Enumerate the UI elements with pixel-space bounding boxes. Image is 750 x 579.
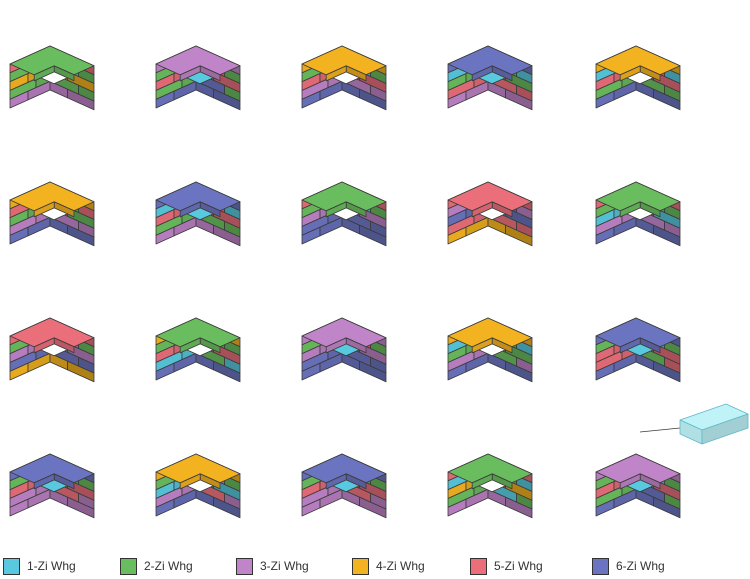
legend-swatch bbox=[470, 557, 487, 575]
apartment-cube bbox=[447, 317, 533, 383]
legend: 1-Zi Whg 2-Zi Whg 3-Zi Whg 4-Zi Whg 5-Zi Whg… bbox=[0, 556, 750, 576]
apartment-cube bbox=[155, 45, 241, 111]
legend-label: 3-Zi Whg bbox=[260, 559, 309, 573]
apartment-cube bbox=[595, 181, 681, 247]
legend-label: 5-Zi Whg bbox=[494, 559, 543, 573]
single-unit-callout bbox=[639, 403, 749, 445]
callout-leader-line bbox=[639, 427, 681, 433]
cube-notch-wall bbox=[619, 65, 641, 82]
cube-notch-wall bbox=[179, 201, 201, 218]
apartment-cube bbox=[447, 181, 533, 247]
cube-notch-wall bbox=[33, 65, 55, 82]
legend-label: 1-Zi Whg bbox=[27, 559, 76, 573]
legend-label: 4-Zi Whg bbox=[376, 559, 425, 573]
cube-notch-wall bbox=[33, 337, 55, 354]
cube-notch-wall bbox=[471, 201, 493, 218]
apartment-cube bbox=[155, 453, 241, 519]
cube-notch-wall bbox=[619, 337, 641, 354]
apartment-cube bbox=[155, 317, 241, 383]
legend-swatch bbox=[120, 557, 137, 575]
legend-item: 1-Zi Whg bbox=[3, 556, 76, 576]
cube-notch-wall bbox=[471, 473, 493, 490]
legend-item: 6-Zi Whg bbox=[592, 556, 665, 576]
cube-notch-wall bbox=[179, 65, 201, 82]
legend-item: 5-Zi Whg bbox=[470, 556, 543, 576]
cube-notch-wall bbox=[325, 473, 347, 490]
apartment-cube bbox=[447, 45, 533, 111]
cube-notch-wall bbox=[179, 473, 201, 490]
apartment-cube bbox=[595, 317, 681, 383]
cube-notch-wall bbox=[619, 201, 641, 218]
cube-notch-wall bbox=[325, 337, 347, 354]
cube-notch-wall bbox=[179, 337, 201, 354]
apartment-cube bbox=[301, 453, 387, 519]
apartment-cube bbox=[595, 453, 681, 519]
apartment-cube bbox=[9, 181, 95, 247]
legend-swatch bbox=[236, 557, 253, 575]
apartment-cube bbox=[9, 453, 95, 519]
cube-notch-wall bbox=[33, 473, 55, 490]
cube-notch-wall bbox=[619, 473, 641, 490]
apartment-cube bbox=[155, 181, 241, 247]
legend-swatch bbox=[3, 557, 20, 575]
apartment-cube bbox=[301, 317, 387, 383]
apartment-cube bbox=[447, 453, 533, 519]
cube-notch-wall bbox=[33, 201, 55, 218]
legend-item: 3-Zi Whg bbox=[236, 556, 309, 576]
legend-item: 4-Zi Whg bbox=[352, 556, 425, 576]
apartment-cube bbox=[9, 317, 95, 383]
legend-label: 2-Zi Whg bbox=[144, 559, 193, 573]
legend-swatch bbox=[352, 557, 369, 575]
legend-swatch bbox=[592, 557, 609, 575]
cube-notch-wall bbox=[471, 337, 493, 354]
cube-notch-wall bbox=[471, 65, 493, 82]
callout-box-side bbox=[701, 413, 749, 445]
apartment-cube bbox=[301, 45, 387, 111]
legend-label: 6-Zi Whg bbox=[616, 559, 665, 573]
legend-item: 2-Zi Whg bbox=[120, 556, 193, 576]
apartment-cube bbox=[595, 45, 681, 111]
apartment-cube bbox=[301, 181, 387, 247]
cube-notch-wall bbox=[325, 201, 347, 218]
apartment-cube bbox=[9, 45, 95, 111]
cube-notch-wall bbox=[325, 65, 347, 82]
